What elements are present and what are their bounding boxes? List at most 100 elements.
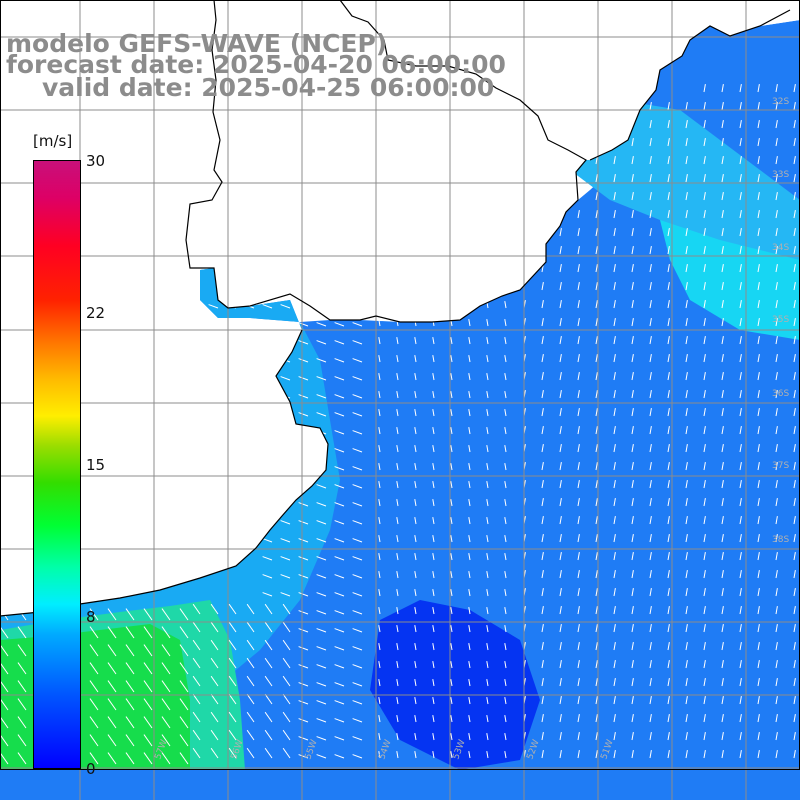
wind-arrow [739,624,742,633]
wind-arrow [739,282,742,291]
wind-arrow [334,682,345,687]
wind-arrow [450,355,453,363]
wind-arrow [775,732,778,741]
wind-arrow [107,698,117,711]
wind-arrow [468,391,471,399]
wind-arrow [262,502,273,507]
wind-arrow [298,592,309,597]
wind-arrow [685,318,688,327]
wind-arrow [631,246,634,255]
wind-arrow [721,642,724,651]
wind-arrow [685,282,688,291]
wind-arrow [468,373,471,381]
wind-arrow [577,390,580,399]
wind-arrow [559,642,562,651]
wind-arrow [468,589,471,597]
wind-arrow [468,607,471,615]
wind-arrow [432,445,435,453]
wind-arrow [793,624,796,633]
wind-arrow [685,480,688,489]
wind-arrow [432,733,435,741]
wind-arrow [793,498,796,507]
wind-arrow [775,516,778,525]
wind-arrow [559,372,562,381]
wind-arrow [541,462,544,471]
wind-arrow [595,264,598,273]
wind-arrow [613,282,616,291]
wind-arrow [352,574,363,579]
wind-arrow [757,588,760,597]
wind-arrow [595,282,598,291]
wind-arrow [280,520,291,525]
wind-arrow [17,698,27,711]
wind-arrow [703,516,706,525]
wind-arrow [468,625,471,633]
wind-arrow [432,373,435,381]
wind-arrow [143,680,153,693]
wind-arrow [450,751,453,759]
wind-arrow [739,426,742,435]
wind-arrow [541,678,544,687]
wind-arrow [559,678,562,687]
wind-arrow [649,588,652,597]
coastline-northeast [589,9,791,161]
wind-arrow [334,430,345,435]
wind-arrow [396,445,399,453]
wind-arrow [577,372,580,381]
wind-arrow [396,337,399,345]
wind-arrow [298,628,309,633]
wind-arrow [721,444,724,453]
wind-arrow [210,639,219,651]
wind-arrow [613,156,616,165]
wind-arrow [378,499,381,507]
wind-arrow [210,675,219,687]
wind-arrow [739,444,742,453]
wind-arrow [450,427,453,435]
wind-arrow [595,732,598,741]
wind-arrow [432,319,435,327]
wind-arrow [631,480,634,489]
wind-arrow [179,662,189,675]
wind-arrow [89,680,99,693]
wind-arrow [486,499,489,507]
wind-arrow [125,680,135,693]
wind-arrow [504,499,507,507]
wind-arrow [667,606,670,615]
wind-arrow [757,570,760,579]
wind-arrow [631,264,634,273]
wind-arrow [352,718,363,723]
wind-arrow [793,336,796,345]
wind-arrow [378,733,381,741]
wind-arrow [316,376,327,381]
wind-arrow [282,639,291,651]
wind-arrow [486,373,489,381]
wind-arrow [721,606,724,615]
wind-arrow [613,318,616,327]
wind-arrow [298,718,309,723]
wind-arrow [559,732,562,741]
wind-arrow [613,192,616,201]
wind-arrow [775,696,778,705]
wind-arrow [316,304,327,309]
wind-arrow [432,391,435,399]
wind-arrow [396,571,399,579]
lat-label: 32S [772,97,789,107]
wind-arrow [595,462,598,471]
wind-arrow [721,102,724,111]
wind-arrow [378,607,381,615]
wind-arrow [739,498,742,507]
wind-arrow [703,480,706,489]
wind-arrow [468,535,471,543]
wind-arrow [757,660,760,669]
wind-arrow [486,625,489,633]
wind-arrow [721,318,724,327]
wind-arrow [17,716,27,729]
wind-arrow [262,538,273,543]
wind-arrow [667,192,670,201]
wind-arrow [125,716,135,729]
wind-arrow [378,553,381,561]
wind-arrow [264,621,273,633]
wind-arrow [793,606,796,615]
wind-arrow [450,589,453,597]
